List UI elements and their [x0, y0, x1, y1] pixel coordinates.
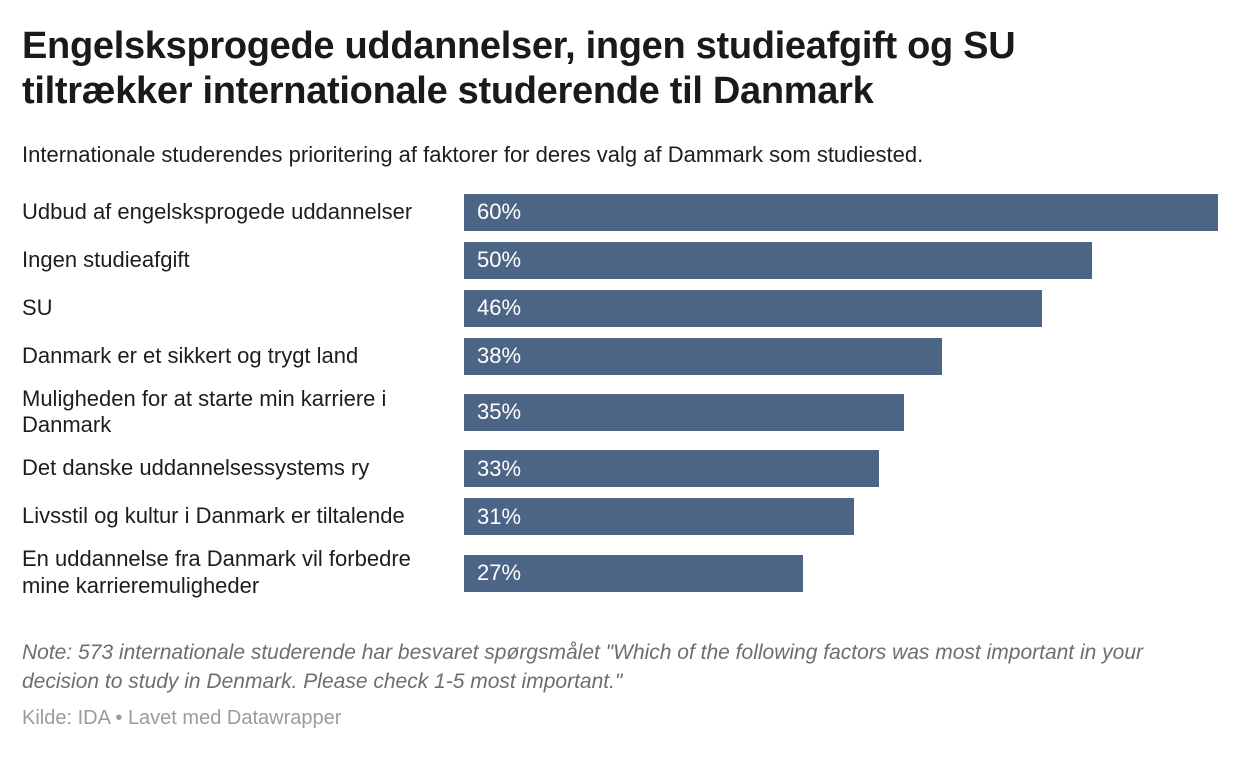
chart-source: Kilde: IDA • Lavet med Datawrapper	[22, 706, 342, 729]
bar-track: 60%	[464, 193, 1218, 231]
bar: 50%	[464, 241, 1093, 279]
bar-row: En uddannelse fra Danmark vil forbedre m…	[22, 546, 1218, 600]
bar-track: 46%	[464, 289, 1218, 327]
chart-note: Note: 573 internationale studerende har …	[22, 640, 1144, 694]
category-label: Udbud af engelsksprogede uddannelser	[22, 198, 413, 224]
bar-value-label: 46%	[477, 295, 522, 321]
bar: 27%	[464, 554, 804, 592]
category-label: SU	[22, 294, 53, 320]
category-label: En uddannelse fra Danmark vil forbedre m…	[22, 546, 411, 599]
bar-chart: Udbud af engelsksprogede uddannelser 60% I…	[22, 193, 1218, 600]
bar-value-label: 27%	[477, 560, 522, 586]
bar-value-label: 35%	[477, 399, 522, 425]
chart-card: Engelsksprogede uddannelser, ingen studi…	[22, 25, 1218, 730]
bar: 33%	[464, 450, 879, 488]
bar-track: 33%	[464, 450, 1218, 488]
bar: 60%	[464, 193, 1218, 231]
bar-track: 27%	[464, 554, 1218, 592]
category-label: Muligheden for at starte min karriere i …	[22, 385, 387, 438]
bar: 46%	[464, 289, 1043, 327]
bar: 35%	[464, 393, 904, 431]
category-label: Det danske uddannelsessystems ry	[22, 455, 370, 481]
bar-track: 50%	[464, 241, 1218, 279]
bar-value-label: 50%	[477, 247, 522, 273]
bar-row: Udbud af engelsksprogede uddannelser 60%	[22, 193, 1218, 231]
chart-subtitle: Internationale studerendes prioritering …	[22, 141, 924, 167]
chart-title: Engelsksprogede uddannelser, ingen studi…	[22, 25, 1016, 112]
bar-row: Det danske uddannelsessystems ry 33%	[22, 450, 1218, 488]
bar-value-label: 60%	[477, 199, 522, 225]
category-label: Livsstil og kultur i Danmark er tiltalen…	[22, 503, 405, 529]
bar-track: 31%	[464, 498, 1218, 536]
bar-row: Danmark er et sikkert og trygt land 38%	[22, 337, 1218, 375]
bar-row: Livsstil og kultur i Danmark er tiltalen…	[22, 498, 1218, 536]
chart-footer: Note: 573 internationale studerende har …	[22, 638, 1218, 730]
bar-value-label: 38%	[477, 343, 522, 369]
bar-row: Ingen studieafgift 50%	[22, 241, 1218, 279]
bar-row: Muligheden for at starte min karriere i …	[22, 386, 1218, 440]
category-label: Ingen studieafgift	[22, 246, 190, 272]
bar-track: 38%	[464, 337, 1218, 375]
bar-value-label: 31%	[477, 503, 522, 529]
bar: 38%	[464, 337, 942, 375]
category-label: Danmark er et sikkert og trygt land	[22, 342, 359, 368]
bar-row: SU 46%	[22, 289, 1218, 327]
bar: 31%	[464, 498, 854, 536]
bar-value-label: 33%	[477, 455, 522, 481]
bar-track: 35%	[464, 393, 1218, 431]
